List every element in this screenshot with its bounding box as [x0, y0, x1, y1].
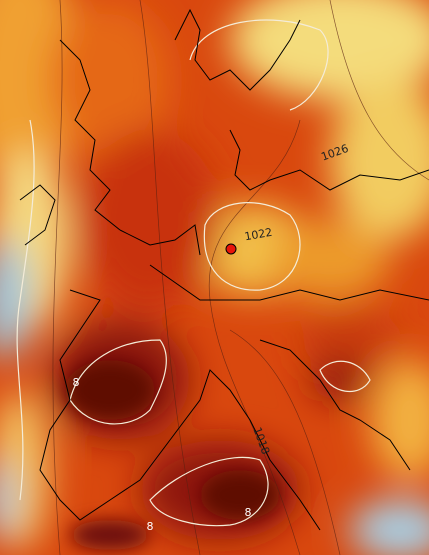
- contour-label: 8: [73, 376, 80, 389]
- contour-label: 8: [147, 520, 154, 533]
- coastlines: [19, 8, 429, 531]
- isotherms: [16, 19, 371, 527]
- location-marker: [225, 243, 237, 255]
- contour-label: 8: [245, 506, 252, 519]
- contour-label: 1022: [243, 226, 273, 244]
